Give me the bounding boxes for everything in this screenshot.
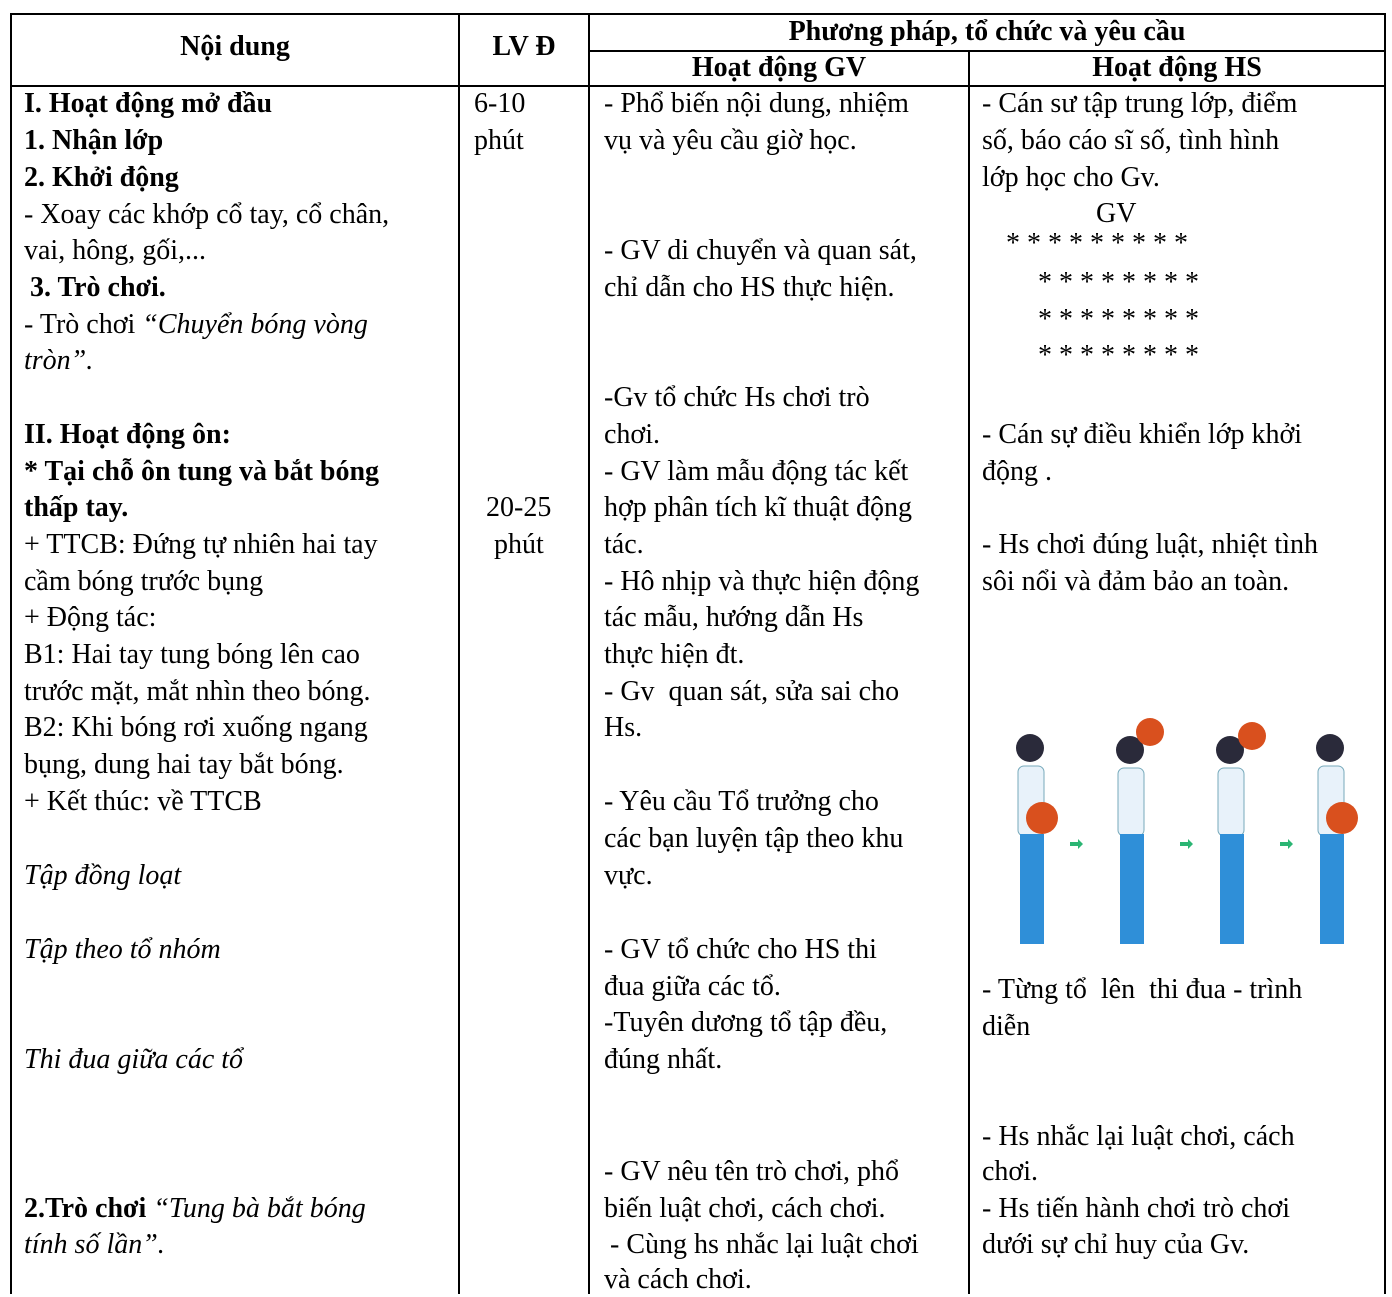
text-line: chơi. (982, 1156, 1039, 1187)
text-line: động . (982, 456, 1052, 487)
text-line: - Xoay các khớp cổ tay, cổ chân, (24, 199, 390, 230)
text-line: - Phổ biến nội dung, nhiệm (604, 88, 909, 119)
figure (1316, 734, 1358, 944)
text-line: chỉ dẫn cho HS thực hiện. (604, 272, 895, 303)
text-line: 3. Trò chơi. (30, 272, 166, 303)
text-line: * * * * * * * * (1038, 340, 1199, 371)
text-line: - Từng tổ lên thi đua - trình (982, 974, 1303, 1005)
text-line: - GV di chuyển và quan sát, (604, 235, 917, 266)
border (10, 13, 12, 1294)
text-run: - Trò chơi (24, 309, 143, 340)
text-line: * Tại chỗ ôn tung và bắt bóng (24, 456, 380, 487)
text-line: lớp học cho Gv. (982, 162, 1160, 193)
text-line: I. Hoạt động mở đầu (24, 88, 273, 119)
text-line: 1. Nhận lớp (24, 125, 164, 156)
text-line: chơi. (604, 419, 661, 450)
header-cell: Nội dung (180, 31, 290, 62)
text-line: tròn”. (24, 345, 94, 376)
text-line: - Cùng hs nhắc lại luật chơi (610, 1229, 919, 1260)
header-cell: Hoạt động GV (691, 52, 867, 83)
text-line: 6-10 (474, 88, 526, 119)
text-line: * * * * * * * * (1038, 267, 1199, 298)
text-line: thực hiện đt. (604, 639, 745, 670)
text-line: 2. Khởi động (24, 162, 179, 193)
text-line: vụ và yêu cầu giờ học. (604, 125, 857, 156)
text-line: và cách chơi. (604, 1264, 752, 1295)
figure (1016, 734, 1058, 944)
border (588, 50, 1386, 52)
figure (1116, 718, 1164, 944)
text-line: - Hs chơi đúng luật, nhiệt tình (982, 529, 1318, 560)
text-line: hợp phân tích kĩ thuật động (604, 492, 912, 523)
text-line: Tập theo tổ nhóm (24, 934, 221, 965)
text-line: - GV làm mẫu động tác kết (604, 456, 909, 487)
text-line: số, báo cáo sĩ số, tình hình (982, 125, 1280, 156)
text-line: Hs. (604, 712, 643, 743)
text-line: - Cán sự điều khiển lớp khởi (982, 419, 1303, 450)
border (1384, 13, 1386, 1294)
text-line: + Động tác: (24, 602, 157, 633)
text-line: trước mặt, mắt nhìn theo bóng. (24, 676, 371, 707)
text-line: * * * * * * * * * (1006, 228, 1188, 259)
border (10, 13, 1386, 15)
border (458, 13, 460, 1294)
illustration (1016, 718, 1358, 944)
text-line: - Yêu cầu Tổ trưởng cho (604, 786, 879, 817)
text-line: -Gv tổ chức Hs chơi trò (604, 382, 870, 413)
text-line: dưới sự chỉ huy của Gv. (982, 1229, 1250, 1260)
text-line: tác mẫu, hướng dẫn Hs (604, 602, 864, 633)
figure (1216, 722, 1266, 944)
header-cell: Phương pháp, tổ chức và yêu cầu (788, 16, 1186, 47)
text-line: Thi đua giữa các tổ (24, 1044, 244, 1075)
text-line: phút (474, 125, 524, 156)
text-line: B2: Khi bóng rơi xuống ngang (24, 712, 368, 743)
text-line: GV (1096, 198, 1137, 229)
text-run: 2.Trò chơi (24, 1193, 154, 1224)
text-line: - Gv quan sát, sửa sai cho (604, 676, 900, 707)
text-line: vực. (604, 860, 653, 891)
text-line: bụng, dung hai tay bắt bóng. (24, 749, 344, 780)
text-line: B1: Hai tay tung bóng lên cao (24, 639, 360, 670)
text-line: - Cán sư tập trung lớp, điểm (982, 88, 1298, 119)
text-line: - Hs tiến hành chơi trò chơi (982, 1193, 1290, 1224)
text-line: 2.Trò chơi “Tung bà bắt bóng (24, 1192, 366, 1226)
border (10, 85, 1386, 87)
text-line: 20-25 (486, 492, 552, 523)
text-line: - Hô nhịp và thực hiện động (604, 566, 920, 597)
text-line: phút (494, 529, 544, 560)
text-line: cầm bóng trước bụng (24, 566, 264, 597)
text-line: - Hs nhắc lại luật chơi, cách (982, 1121, 1295, 1152)
text-line: II. Hoạt động ôn: (24, 419, 231, 450)
text-line: tính số lần”. (24, 1229, 165, 1260)
text-line: đua giữa các tổ. (604, 971, 781, 1002)
text-line: các bạn luyện tập theo khu (604, 823, 904, 854)
text-line: tác. (604, 529, 644, 560)
border (968, 50, 970, 1294)
text-line: * * * * * * * * (1038, 304, 1199, 335)
text-line: sôi nổi và đảm bảo an toàn. (982, 566, 1290, 597)
text-line: biến luật chơi, cách chơi. (604, 1193, 886, 1224)
header-cell: LV Đ (492, 31, 556, 62)
arrows (1070, 839, 1293, 849)
text-run: “Tung bà bắt bóng (153, 1193, 366, 1224)
text-line: - GV tổ chức cho HS thi (604, 934, 877, 965)
border (588, 13, 590, 1294)
text-line: vai, hông, gối,... (24, 235, 206, 266)
text-line: đúng nhất. (604, 1044, 723, 1075)
text-line: thấp tay. (24, 492, 129, 523)
header-cell: Hoạt động HS (1092, 52, 1262, 83)
text-line: diễn (982, 1011, 1031, 1042)
text-run: “Chuyển bóng vòng (142, 309, 368, 340)
text-line: + Kết thúc: về TTCB (24, 786, 262, 817)
text-line: Tập đồng loạt (24, 860, 182, 891)
text-line: - Trò chơi “Chuyển bóng vòng (24, 308, 368, 342)
text-line: - GV nêu tên trò chơi, phổ (604, 1156, 900, 1187)
text-line: -Tuyên dương tổ tập đều, (604, 1007, 888, 1038)
text-line: + TTCB: Đứng tự nhiên hai tay (24, 529, 378, 560)
